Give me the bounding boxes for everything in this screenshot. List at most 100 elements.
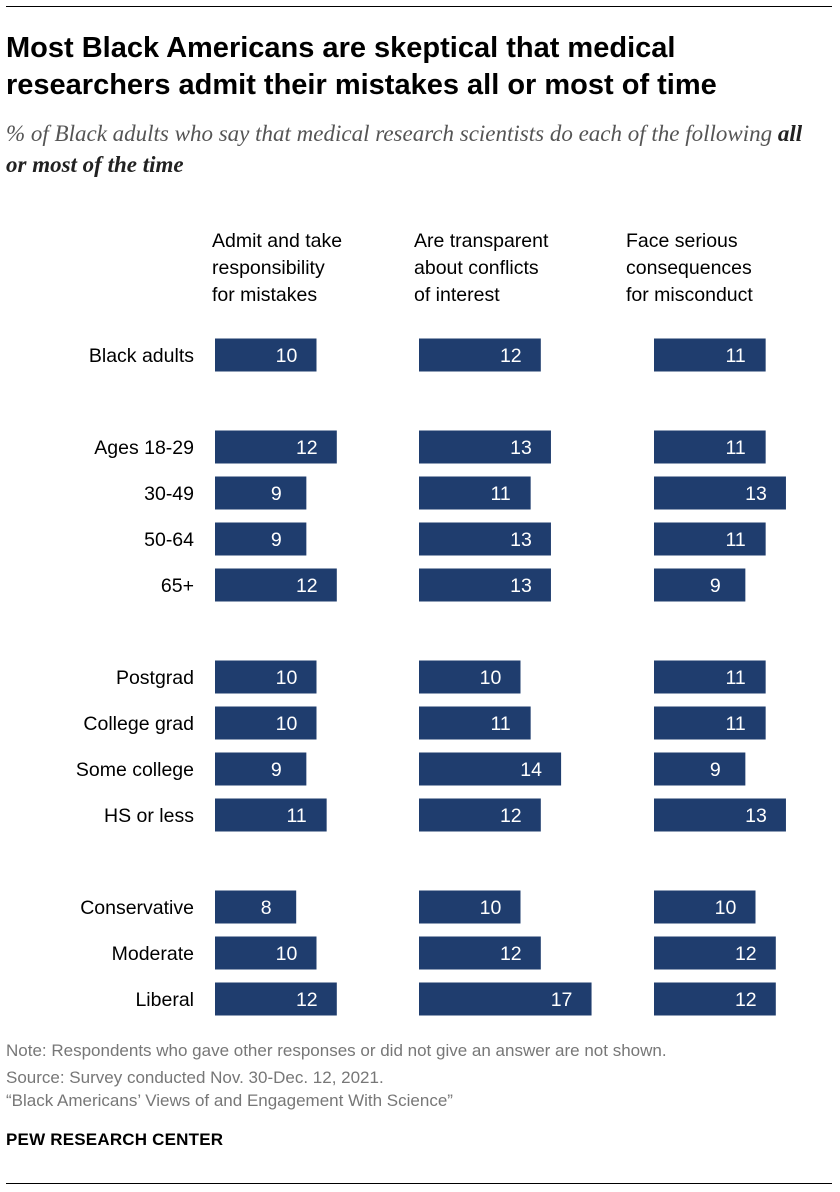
row-label: Conservative: [80, 897, 194, 919]
bar: [419, 338, 541, 372]
bar: [654, 982, 776, 1016]
bar: [419, 890, 521, 924]
bar: [419, 660, 521, 694]
bar: [215, 752, 307, 786]
bar: [419, 706, 531, 740]
bar: [654, 568, 746, 602]
bar: [419, 430, 551, 464]
bar: [419, 522, 551, 556]
bar-value-label: 12: [296, 437, 318, 459]
bar-value-label: 17: [551, 989, 573, 1011]
bar-value-label: 9: [271, 529, 282, 551]
bar-value-label: 11: [726, 529, 746, 551]
column-header-3-line-3: for misconduct: [626, 284, 753, 306]
bar-value-label: 10: [480, 667, 502, 689]
bar: [215, 476, 307, 510]
bar-value-label: 10: [276, 713, 298, 735]
column-header-2-line-1: Are transparent: [414, 230, 549, 252]
bar-value-label: 10: [276, 943, 298, 965]
bar-value-label: 11: [726, 345, 746, 367]
bar-value-label: 11: [726, 437, 746, 459]
column-header-2-line-3: of interest: [414, 284, 500, 306]
bar: [215, 706, 317, 740]
chart-subtitle: % of Black adults who say that medical r…: [6, 118, 826, 180]
bar-value-label: 13: [510, 437, 532, 459]
bar: [654, 660, 766, 694]
bar: [419, 752, 562, 786]
bar: [215, 890, 297, 924]
bar-value-label: 13: [510, 529, 532, 551]
bar-value-label: 11: [287, 805, 307, 827]
bar: [215, 522, 307, 556]
bar-value-label: 13: [745, 483, 767, 505]
row-label: Ages 18-29: [94, 437, 194, 459]
column-header-1-line-1: Admit and take: [212, 230, 342, 252]
bar: [215, 798, 327, 832]
column-header-1-line-3: for mistakes: [212, 284, 317, 306]
bar-value-label: 12: [500, 805, 522, 827]
column-header-1-line-2: responsibility: [212, 257, 325, 279]
row-label: Moderate: [112, 943, 194, 965]
bar: [654, 890, 756, 924]
bar-value-label: 8: [261, 897, 272, 919]
bar-value-label: 10: [480, 897, 502, 919]
bar: [654, 476, 786, 510]
row-label: Liberal: [135, 989, 194, 1011]
bar: [215, 936, 317, 970]
bar: [654, 752, 746, 786]
bar: [215, 982, 337, 1016]
bar-value-label: 11: [726, 667, 746, 689]
bar-value-label: 12: [735, 989, 757, 1011]
bar: [654, 936, 776, 970]
row-label: Some college: [76, 759, 194, 781]
bar-value-label: 9: [710, 759, 721, 781]
bar-chart: Admit and take responsibility for mistakes…: [76, 230, 786, 1016]
bar-value-label: 13: [745, 805, 767, 827]
bar-value-label: 12: [296, 989, 318, 1011]
bar-value-label: 10: [715, 897, 737, 919]
bar: [654, 522, 766, 556]
bar-value-label: 10: [276, 667, 298, 689]
bar: [419, 476, 531, 510]
column-header-3-line-1: Face serious: [626, 230, 738, 252]
bar: [654, 706, 766, 740]
bar-value-label: 12: [296, 575, 318, 597]
bar-value-label: 10: [276, 345, 298, 367]
row-label: 65+: [161, 575, 194, 597]
bar: [419, 798, 541, 832]
bar-value-label: 11: [491, 713, 511, 735]
subtitle-emphasis: all or most of the time: [6, 121, 803, 177]
bar: [419, 568, 551, 602]
bar-value-label: 13: [510, 575, 532, 597]
bar-value-label: 12: [735, 943, 757, 965]
row-label: 30-49: [144, 483, 194, 505]
bar-value-label: 9: [271, 483, 282, 505]
bar-value-label: 9: [271, 759, 282, 781]
subtitle-text: % of Black adults who say that medical r…: [6, 121, 778, 146]
bar: [654, 798, 786, 832]
bar-value-label: 14: [520, 759, 542, 781]
column-header-3-line-2: consequences: [626, 257, 752, 279]
brand-label: PEW RESEARCH CENTER: [6, 1130, 224, 1149]
column-header-2-line-2: about conflicts: [414, 257, 539, 279]
bar: [215, 430, 337, 464]
top-rule: [6, 6, 832, 7]
bar: [215, 660, 317, 694]
bar-value-label: 12: [500, 345, 522, 367]
row-label: HS or less: [104, 805, 194, 827]
bar-value-label: 12: [500, 943, 522, 965]
row-label: Postgrad: [116, 667, 194, 689]
bar: [654, 430, 766, 464]
bar-value-label: 11: [491, 483, 511, 505]
bar: [419, 936, 541, 970]
row-label: College grad: [83, 713, 194, 735]
report-title: “Black Americans’ Views of and Engagemen…: [6, 1091, 453, 1110]
bar: [419, 982, 592, 1016]
chart-title: Most Black Americans are skeptical that …: [6, 32, 717, 101]
bar: [215, 568, 337, 602]
bar-value-label: 9: [710, 575, 721, 597]
bar-value-label: 11: [726, 713, 746, 735]
row-label: Black adults: [89, 345, 194, 367]
bar: [215, 338, 317, 372]
bar: [654, 338, 766, 372]
